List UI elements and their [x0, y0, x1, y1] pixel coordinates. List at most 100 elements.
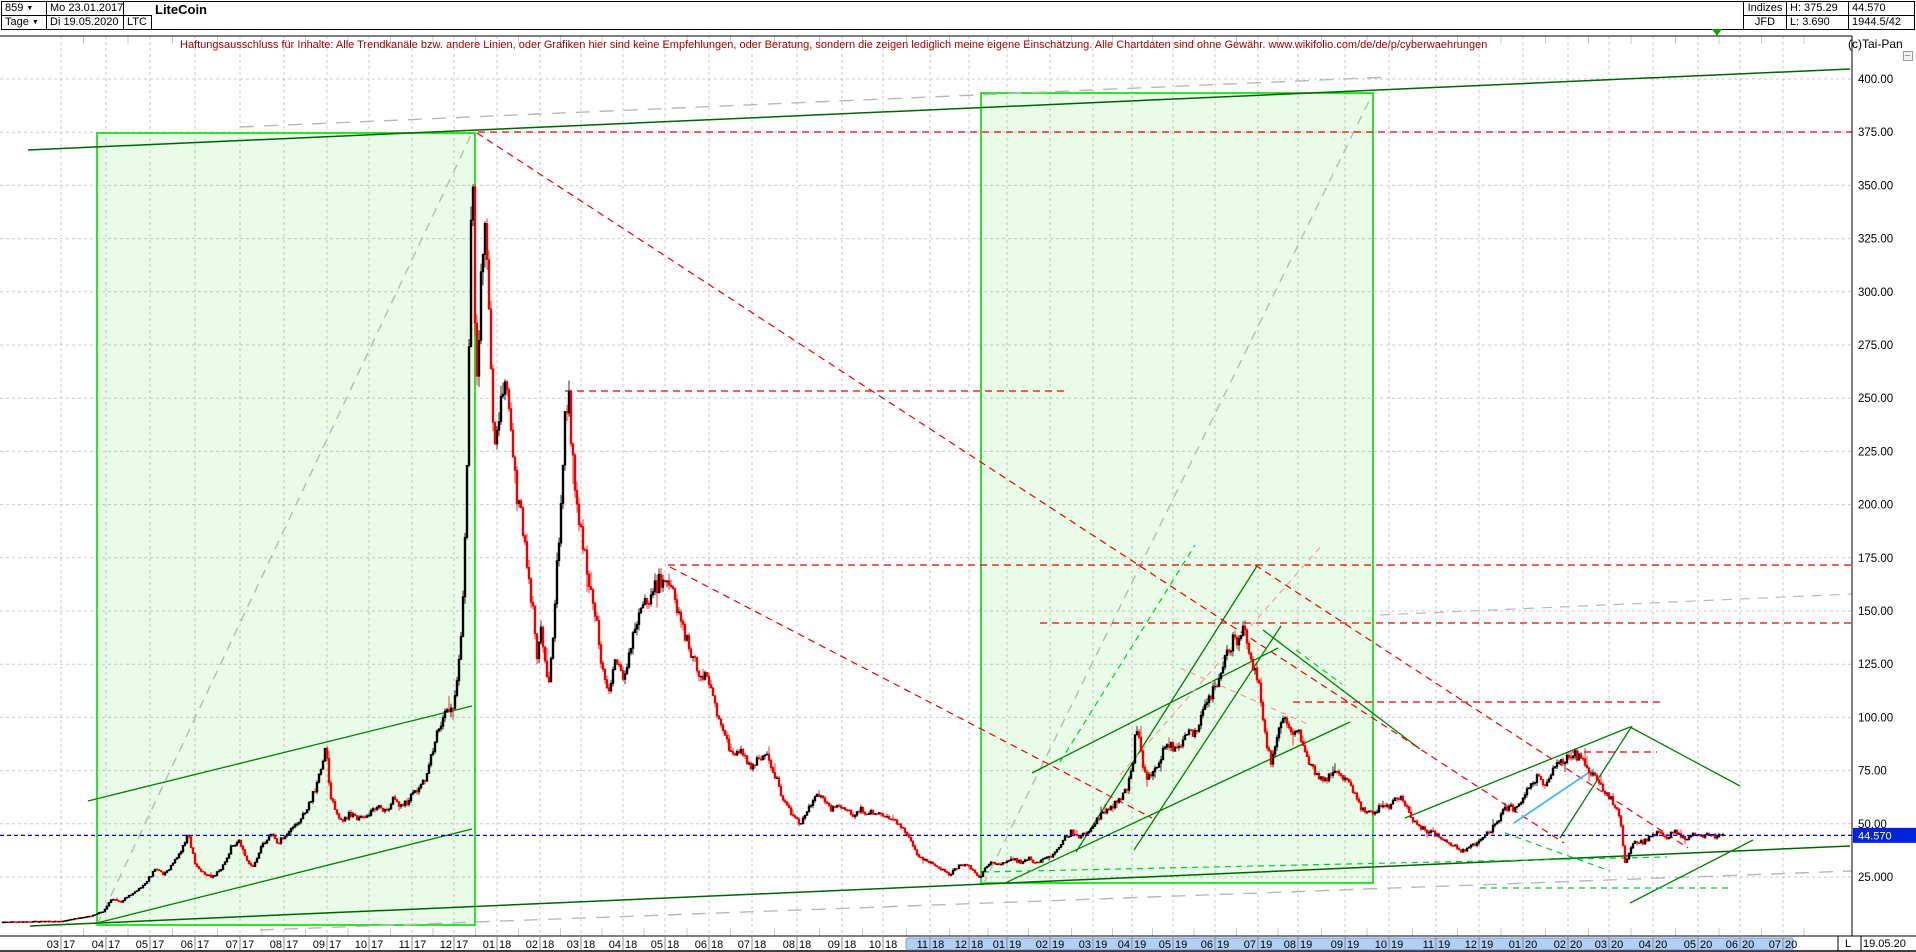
- trend-line-red[interactable]: [476, 132, 1565, 844]
- x-axis-year-label: 18: [542, 939, 554, 951]
- x-axis-month-label: 10: [355, 939, 367, 951]
- x-axis-year-label: 18: [499, 939, 511, 951]
- trend-line-dash_green[interactable]: [1295, 649, 1343, 685]
- footer-corner-marker: L: [1844, 938, 1852, 950]
- x-axis-month-label: 11: [399, 939, 410, 951]
- x-axis-month-label: 04: [92, 939, 104, 951]
- trend-line-red[interactable]: [669, 566, 1153, 819]
- x-axis-month-label: 10: [1375, 939, 1387, 951]
- trend-line-pink[interactable]: [1119, 544, 1323, 776]
- x-axis-year-label: 19: [1052, 939, 1064, 951]
- trend-line-red[interactable]: [1254, 564, 1689, 849]
- x-axis-month-label: 01: [993, 939, 1005, 951]
- x-axis-month-label: 12: [955, 939, 967, 951]
- trend-line-gray[interactable]: [982, 94, 1373, 886]
- trend-line-dark_green[interactable]: [27, 68, 1851, 151]
- x-axis-month-label: 12: [1465, 939, 1477, 951]
- period-dropdown[interactable]: Tage ▼: [1, 15, 47, 30]
- x-axis-year-label: 19: [1009, 939, 1021, 951]
- collapse-icon[interactable]: [1903, 51, 1913, 61]
- symbol-field[interactable]: LTC: [123, 15, 152, 30]
- x-axis-year-label: 18: [711, 939, 723, 951]
- x-axis-month-label: 08: [1284, 939, 1296, 951]
- candlesticks: [1, 184, 1725, 924]
- trend-line-mid_green[interactable]: [1075, 565, 1258, 853]
- x-axis-year-label: 18: [885, 939, 897, 951]
- trend-line-gray[interactable]: [96, 132, 473, 926]
- trend-line-cyan[interactable]: [1513, 768, 1595, 824]
- x-axis-year-label: 17: [286, 939, 298, 951]
- x-axis-year-label: 19: [1391, 939, 1403, 951]
- trend-line-mid_green[interactable]: [1262, 629, 1421, 750]
- x-axis-month-label: 05: [651, 939, 663, 951]
- trend-line-pink[interactable]: [1179, 667, 1311, 726]
- x-axis-year-label: 17: [414, 939, 426, 951]
- x-axis-month-label: 02: [1554, 939, 1566, 951]
- footer-last-date: 19.05.20: [1863, 938, 1906, 950]
- x-axis-month-label: 03: [567, 939, 579, 951]
- trend-line-dash_green[interactable]: [1504, 832, 1611, 872]
- trend-line-mid_green[interactable]: [1404, 726, 1631, 819]
- disclaimer-text: Haftungsausschluss für Inhalte: Alle Tre…: [180, 39, 1488, 51]
- trend-line-dash_green[interactable]: [1059, 544, 1196, 763]
- x-axis-year-label: 17: [197, 939, 209, 951]
- x-axis-month-label: 03: [1595, 939, 1607, 951]
- plot-borders: [0, 35, 1916, 952]
- trend-line-dash_green[interactable]: [982, 856, 1668, 873]
- x-axis-year-label: 19: [1260, 939, 1272, 951]
- x-axis-month-label: 08: [783, 939, 795, 951]
- x-axis-month-label: 06: [1201, 939, 1213, 951]
- bars-count-value: 859: [5, 2, 24, 14]
- x-axis-month-label: 12: [440, 939, 452, 951]
- trend-line-mid_green[interactable]: [1629, 839, 1754, 904]
- x-axis-month-label: 05: [1684, 939, 1696, 951]
- x-axis-year-label: 18: [754, 939, 766, 951]
- date-from-field[interactable]: Mo 23.01.2017: [46, 1, 124, 16]
- chevron-down-icon: ▼: [31, 19, 39, 26]
- x-axis-year-label: 18: [932, 939, 944, 951]
- x-axis-month-label: 09: [828, 939, 840, 951]
- trend-line-mid_green[interactable]: [1559, 725, 1633, 839]
- x-axis-month-label: 05: [136, 939, 148, 951]
- x-axis-month-label: 01: [483, 939, 495, 951]
- date-to-field[interactable]: Di 19.05.2020: [46, 15, 124, 30]
- trend-line-mid_green[interactable]: [1031, 647, 1279, 774]
- x-axis-year-label: 20: [1785, 939, 1797, 951]
- trend-line-gray[interactable]: [1379, 593, 1853, 616]
- x-axis-month-label: 10: [869, 939, 881, 951]
- trend-line-mid_green[interactable]: [1133, 625, 1282, 851]
- visible-range-highlight[interactable]: [905, 937, 1794, 951]
- grid-lines: [0, 36, 1852, 936]
- y-axis-tick-label: 375.00: [1858, 127, 1893, 139]
- x-axis-strip: 03 17 04 17 05 17 06 17 07 17 08 17 09 17 10 17 11 17 12 17…: [47, 937, 1797, 951]
- x-axis-year-label: 18: [625, 939, 637, 951]
- y-axis-tick-label: 350.00: [1858, 180, 1893, 192]
- y-axis-tick-label: 200.00: [1858, 500, 1893, 512]
- x-axis-month-label: 07: [226, 939, 238, 951]
- y-axis-tick-label: 125.00: [1858, 659, 1893, 671]
- trend-line-mid_green[interactable]: [1629, 726, 1741, 787]
- x-axis-year-label: 17: [371, 939, 383, 951]
- x-axis-month-label: 04: [609, 939, 621, 951]
- y-axis-tick-label: 100.00: [1858, 712, 1893, 724]
- candles-up: [1, 184, 1725, 924]
- x-axis-month-label: 05: [1159, 939, 1171, 951]
- x-axis-month-label: 03: [47, 939, 59, 951]
- x-axis-year-label: 18: [667, 939, 679, 951]
- trend-line-gray[interactable]: [259, 870, 1853, 931]
- x-axis-month-label: 07: [1244, 939, 1256, 951]
- x-axis-year-label: 17: [63, 939, 75, 951]
- x-axis-month-label: 02: [1036, 939, 1048, 951]
- trend-line-mid_green[interactable]: [87, 705, 473, 802]
- trend-line-mid_green[interactable]: [96, 828, 473, 924]
- x-axis-year-label: 17: [329, 939, 341, 951]
- broker-label: JFD: [1743, 15, 1787, 30]
- high-label: H: 375.29: [1786, 1, 1849, 16]
- x-axis-year-label: 19: [1481, 939, 1493, 951]
- x-axis-month-label: 04: [1639, 939, 1651, 951]
- trend-line-mid_green[interactable]: [1002, 721, 1351, 885]
- trend-boxes: [96, 92, 1374, 926]
- volume-info-label: 1944.5/42: [1848, 15, 1915, 30]
